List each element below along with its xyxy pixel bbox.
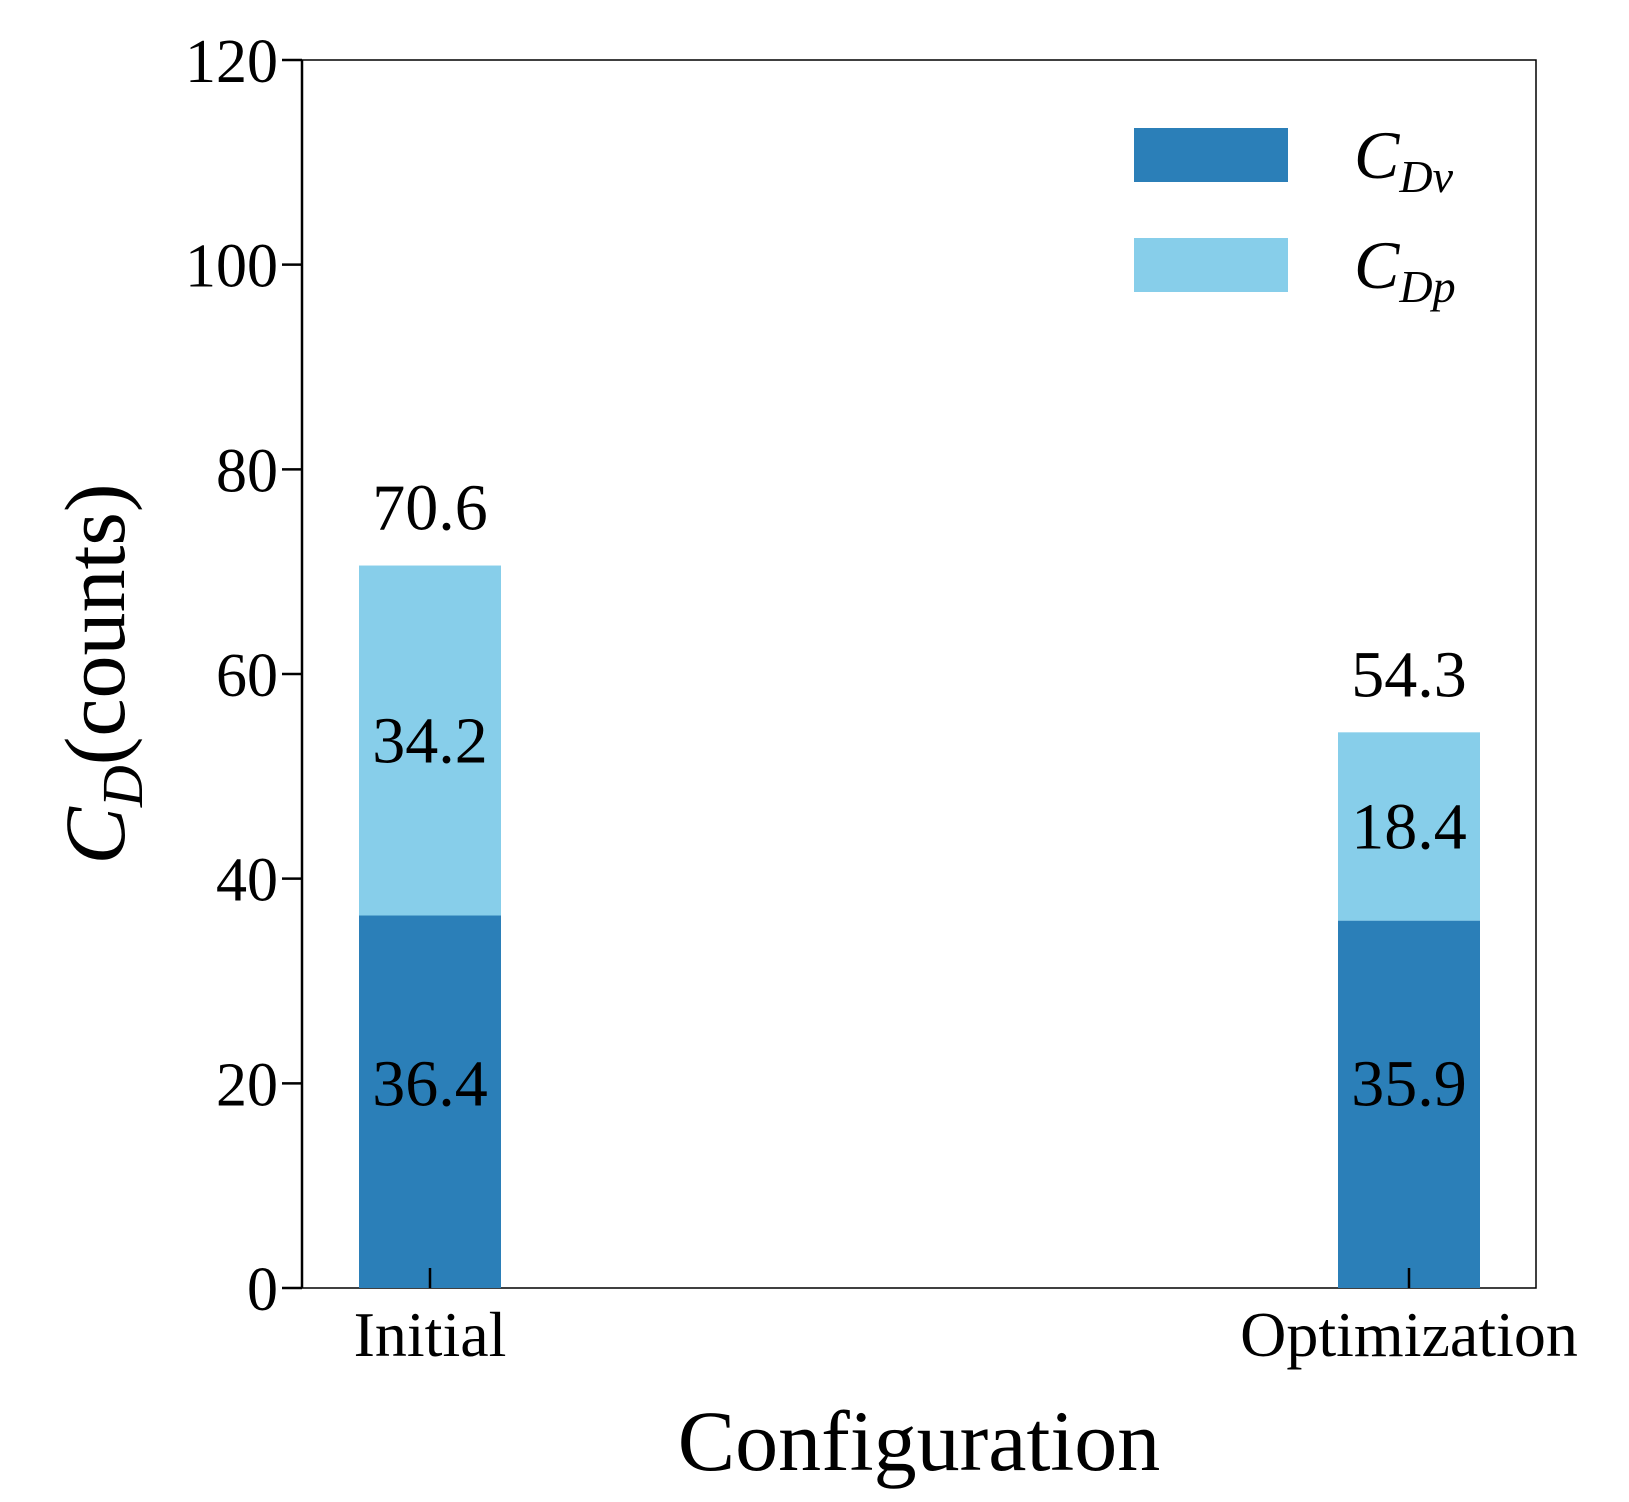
- y-axis-title: CD(counts): [47, 483, 155, 864]
- legend: CDv CDp: [1134, 117, 1456, 312]
- y-tick-label: 20: [216, 1051, 278, 1119]
- segment-value-label: 18.4: [1351, 790, 1467, 863]
- y-axis: 0 20 40 60 80 100 120: [185, 28, 304, 1324]
- bar-labels-group: 36.4 34.2 70.6 35.9 18.4 54.3: [372, 472, 1467, 1121]
- segment-value-label: 36.4: [372, 1047, 488, 1120]
- segment-value-label: 35.9: [1351, 1047, 1467, 1120]
- y-tick-label: 40: [216, 847, 278, 915]
- legend-label-c-dp: CDp: [1354, 227, 1456, 312]
- bar-c-dv: [1338, 920, 1480, 1288]
- bar-c-dp: [1338, 732, 1480, 921]
- total-value-label: 54.3: [1351, 638, 1467, 711]
- y-axis-title-sub: D: [90, 765, 155, 808]
- segment-value-label: 34.2: [372, 705, 488, 778]
- bars-group: [359, 565, 1480, 1288]
- legend-label-c-dv: CDv: [1354, 117, 1454, 202]
- bar-c-dp: [359, 565, 501, 916]
- y-tick-label: 120: [185, 28, 278, 96]
- x-category-label: Optimization: [1240, 1299, 1578, 1370]
- x-axis: Initial Optimization: [354, 1268, 1578, 1370]
- x-axis-title: Configuration: [678, 1393, 1161, 1489]
- y-axis-title-rest: (counts): [47, 483, 143, 765]
- legend-swatch-c-dv: [1134, 128, 1288, 182]
- legend-swatch-c-dp: [1134, 238, 1288, 292]
- bar-c-dv: [359, 915, 501, 1288]
- x-category-label: Initial: [354, 1299, 507, 1370]
- y-tick-label: 100: [185, 233, 278, 301]
- y-tick-label: 80: [216, 437, 278, 505]
- y-axis-title-main: C: [47, 806, 143, 865]
- total-value-label: 70.6: [372, 472, 488, 545]
- y-tick-label: 60: [216, 642, 278, 710]
- y-tick-label: 0: [247, 1256, 278, 1324]
